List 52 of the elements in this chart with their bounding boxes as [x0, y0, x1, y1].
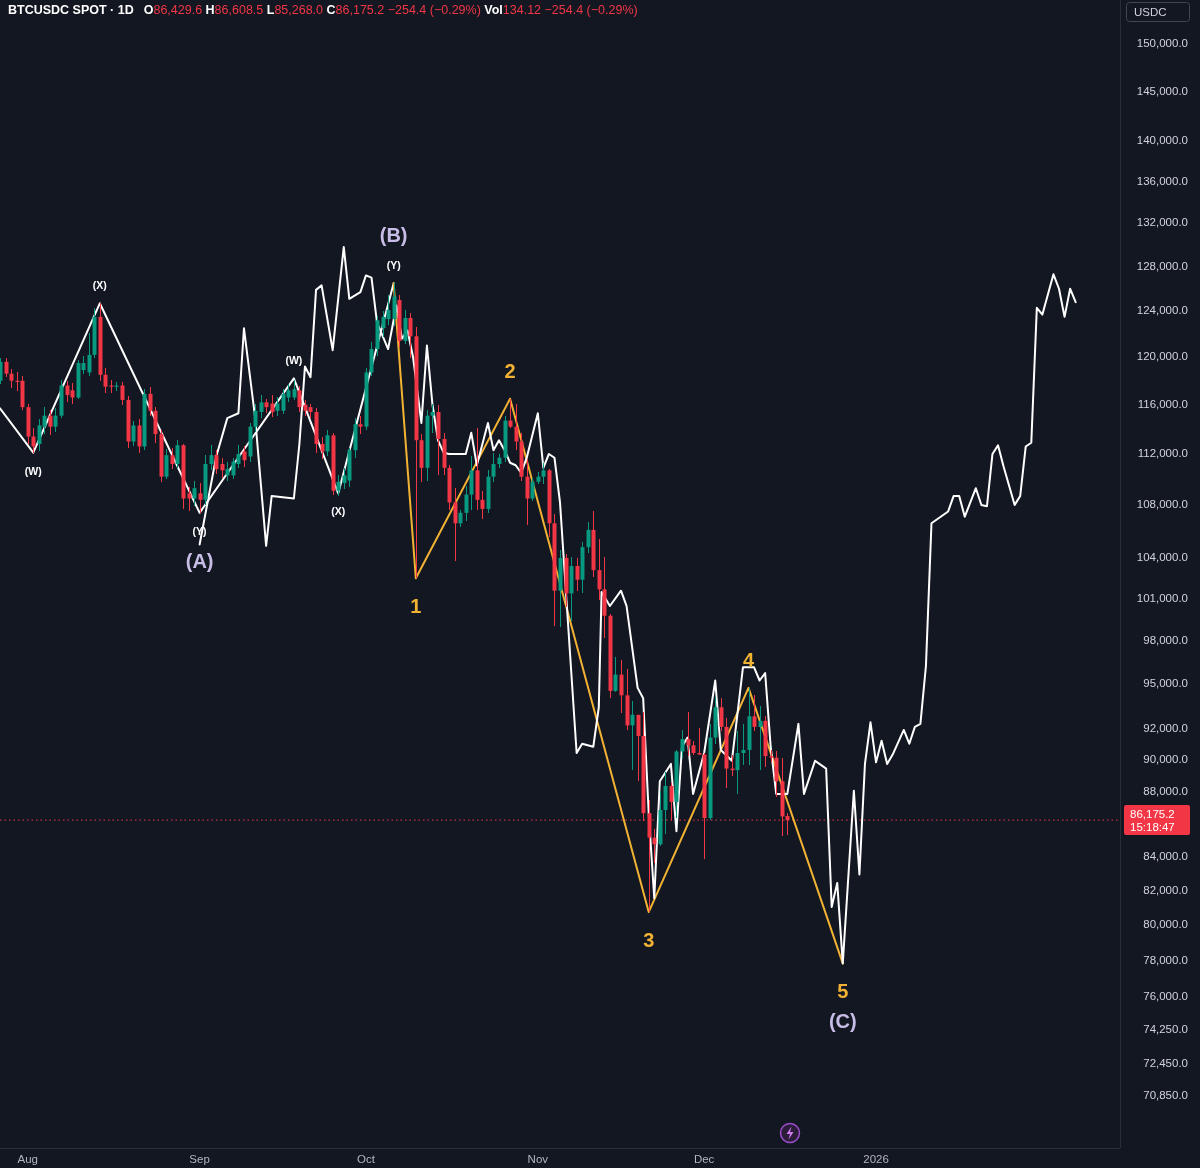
- annotation: (W): [24, 464, 42, 477]
- y-tick-label: 108,000.0: [1136, 497, 1188, 510]
- x-tick-label: Oct: [357, 1153, 376, 1165]
- y-tick-label: 128,000.0: [1136, 259, 1188, 272]
- y-tick-label: 70,850.0: [1143, 1088, 1188, 1101]
- annotation: (X): [92, 279, 107, 292]
- y-tick-label: 140,000.0: [1136, 133, 1188, 146]
- y-tick-label: 74,250.0: [1143, 1022, 1188, 1035]
- annotation: 4: [742, 648, 755, 671]
- y-tick-label: 120,000.0: [1136, 350, 1188, 363]
- y-tick-label: 90,000.0: [1143, 753, 1188, 766]
- annotation: 2: [504, 359, 516, 382]
- y-tick-label: 82,000.0: [1143, 883, 1188, 896]
- x-tick-label: Aug: [17, 1153, 38, 1165]
- y-tick-label: 104,000.0: [1136, 550, 1188, 563]
- y-tick-label: 145,000.0: [1136, 84, 1188, 97]
- x-tick-label: Dec: [693, 1153, 715, 1165]
- y-tick-label: 98,000.0: [1143, 633, 1188, 646]
- y-tick-label: 72,450.0: [1143, 1057, 1188, 1070]
- y-tick-label: 84,000.0: [1143, 849, 1188, 862]
- x-tick-label: Nov: [527, 1153, 549, 1165]
- annotation: (A): [185, 549, 214, 572]
- y-tick-label: 76,000.0: [1143, 990, 1188, 1003]
- annotation: 3: [643, 929, 655, 952]
- annotation: (B): [379, 224, 408, 247]
- y-tick-label: 116,000.0: [1137, 397, 1188, 410]
- y-tick-label: 112,000.0: [1137, 446, 1188, 459]
- x-tick-label: 2026: [863, 1153, 889, 1165]
- y-tick-label: 136,000.0: [1136, 174, 1188, 187]
- y-tick-label: 95,000.0: [1143, 677, 1188, 690]
- y-tick-label: 92,000.0: [1143, 722, 1188, 735]
- y-tick-label: 150,000.0: [1136, 37, 1188, 50]
- annotation: (C): [828, 1010, 857, 1033]
- y-tick-label: 132,000.0: [1136, 216, 1188, 229]
- ref-line-label: 86,175.2 15:18:47: [1130, 808, 1175, 834]
- annotation: (Y): [386, 259, 401, 272]
- y-tick-label: 80,000.0: [1143, 918, 1188, 931]
- y-tick-label: 88,000.0: [1143, 784, 1188, 797]
- x-tick-label: Sep: [189, 1153, 210, 1165]
- candlestick: [697, 727, 702, 756]
- annotation: 5: [837, 980, 849, 1003]
- annotation: (W): [285, 354, 303, 367]
- text: O86,429.6 H86,608.5 L85,268.0 C86,175.2 −254.4 (−0.29%) Vol134.12 −254.4 (−0.29%): [143, 3, 638, 17]
- candlestick: [358, 415, 363, 435]
- line-series: [392, 282, 844, 965]
- y-tick-label: 78,000.0: [1143, 953, 1188, 966]
- y-tick-label: 101,000.0: [1136, 591, 1188, 604]
- y-tick-label: 124,000.0: [1136, 304, 1188, 317]
- chart-title: BTCUSDC SPOT · 1D: [8, 3, 134, 17]
- annotation: 1: [410, 595, 422, 618]
- y-axis-title: USDC: [1134, 6, 1167, 18]
- annotation: (X): [331, 505, 346, 518]
